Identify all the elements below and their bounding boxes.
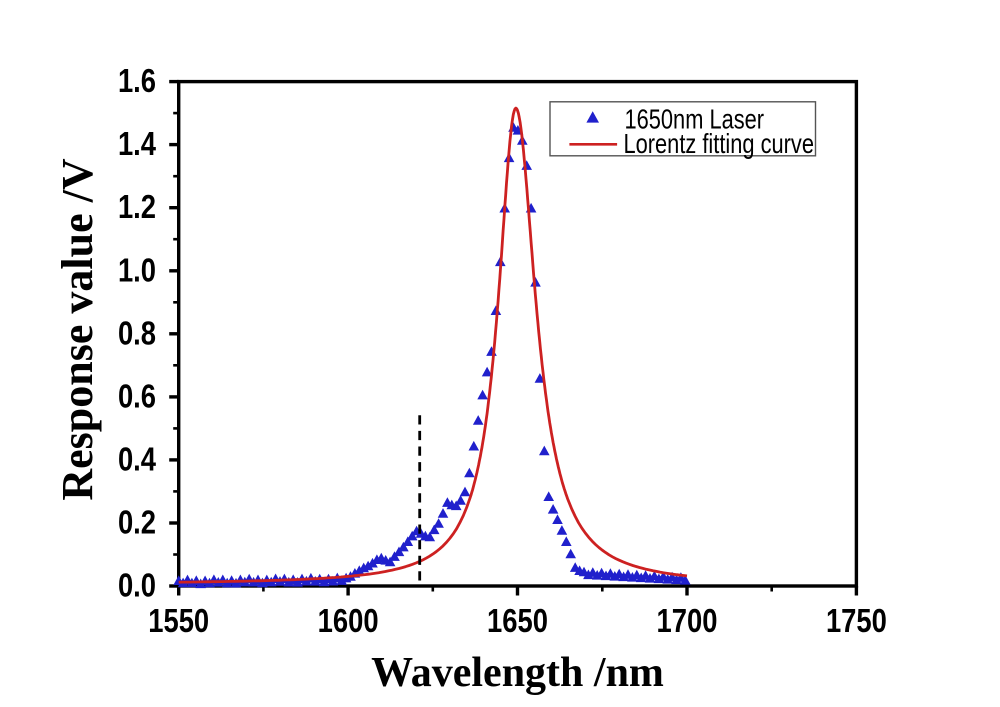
svg-text:Wavelength /nm: Wavelength /nm xyxy=(371,650,664,696)
svg-text:1650nm Laser: 1650nm Laser xyxy=(625,104,765,135)
svg-text:0.4: 0.4 xyxy=(118,442,156,478)
svg-text:1.2: 1.2 xyxy=(118,190,156,226)
svg-text:0.0: 0.0 xyxy=(118,568,156,604)
svg-text:1.0: 1.0 xyxy=(118,253,156,289)
svg-text:1750: 1750 xyxy=(826,604,887,640)
svg-text:Lorentz fitting curve: Lorentz fitting curve xyxy=(624,128,814,159)
svg-text:0.6: 0.6 xyxy=(118,379,156,415)
svg-text:0.2: 0.2 xyxy=(118,505,156,541)
svg-text:1600: 1600 xyxy=(318,604,379,640)
svg-text:Response value /V: Response value /V xyxy=(53,158,102,500)
svg-text:1.6: 1.6 xyxy=(118,64,156,100)
svg-text:1650: 1650 xyxy=(487,604,548,640)
svg-text:0.8: 0.8 xyxy=(118,316,156,352)
svg-text:1550: 1550 xyxy=(148,604,209,640)
svg-text:1700: 1700 xyxy=(657,604,718,640)
svg-text:1.4: 1.4 xyxy=(118,127,156,163)
